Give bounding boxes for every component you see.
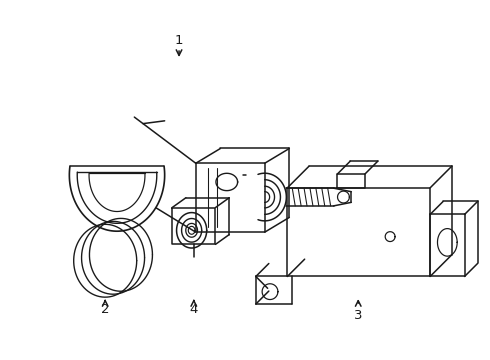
Text: 3: 3 (354, 309, 363, 322)
Text: 1: 1 (175, 34, 183, 47)
Text: 2: 2 (101, 303, 109, 316)
Text: 4: 4 (190, 303, 198, 316)
